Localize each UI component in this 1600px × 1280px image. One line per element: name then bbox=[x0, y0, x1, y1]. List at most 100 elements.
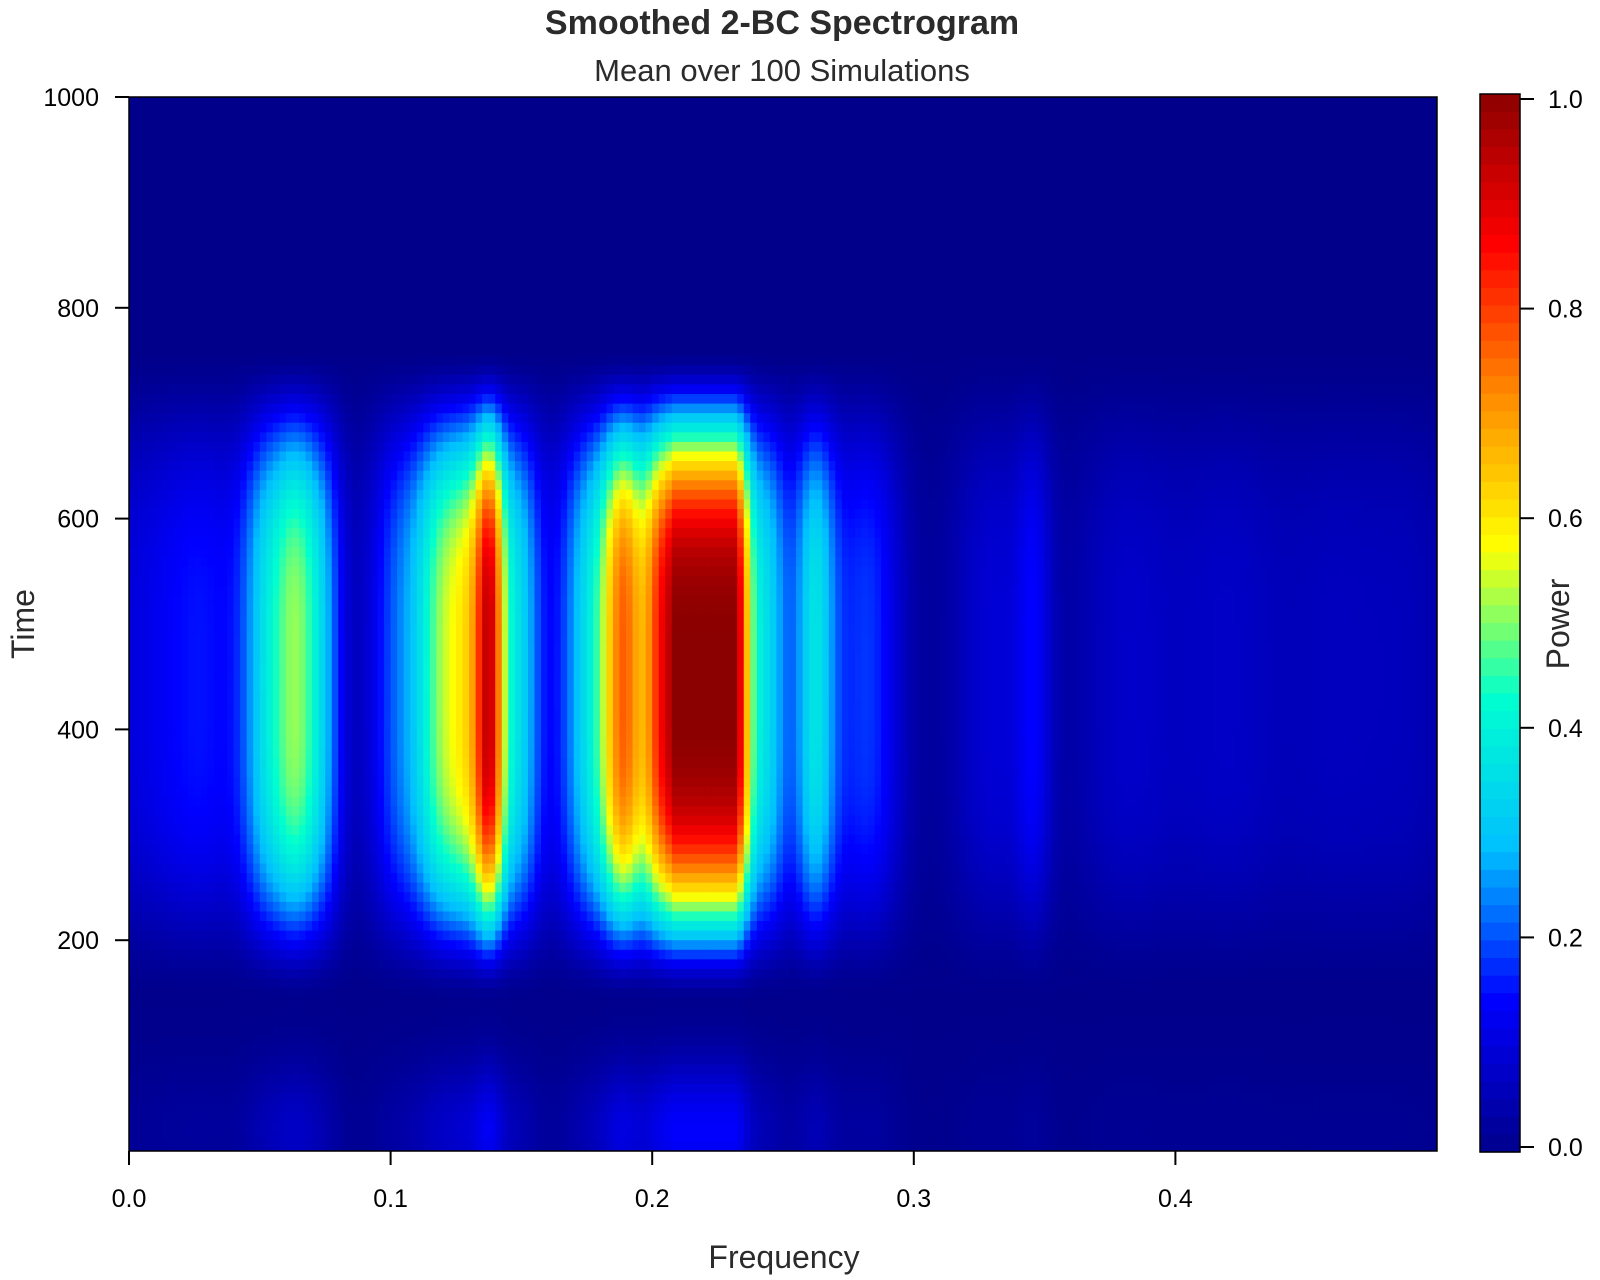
heatmap-cell bbox=[959, 269, 967, 280]
heatmap-cell bbox=[331, 307, 339, 318]
heatmap-cell bbox=[822, 173, 830, 184]
heatmap-cell bbox=[769, 317, 778, 328]
heatmap-cell bbox=[174, 202, 182, 213]
heatmap-cell bbox=[292, 317, 300, 328]
heatmap-cell bbox=[959, 221, 967, 232]
heatmap-cell bbox=[946, 192, 954, 203]
heatmap-cell bbox=[939, 211, 948, 223]
heatmap-cell bbox=[724, 183, 732, 194]
heatmap-cell bbox=[985, 269, 993, 280]
heatmap-cell bbox=[841, 259, 849, 271]
heatmap-cell bbox=[1188, 211, 1196, 223]
heatmap-cell bbox=[939, 106, 948, 117]
heatmap-cell bbox=[1273, 307, 1281, 318]
heatmap-cell bbox=[1430, 279, 1437, 290]
heatmap-cell bbox=[1430, 97, 1437, 108]
heatmap-cell bbox=[966, 125, 974, 136]
heatmap-cell bbox=[449, 173, 457, 184]
heatmap-cell bbox=[1155, 221, 1163, 232]
heatmap-cell bbox=[802, 164, 810, 175]
heatmap-cell bbox=[1096, 144, 1105, 156]
heatmap-cell bbox=[1253, 116, 1262, 127]
heatmap-cell bbox=[658, 317, 666, 328]
heatmap-cell bbox=[456, 250, 464, 261]
heatmap-cell bbox=[299, 202, 307, 213]
heatmap-cell bbox=[501, 250, 509, 261]
heatmap-cell bbox=[1136, 192, 1144, 203]
heatmap-cell bbox=[292, 288, 300, 299]
heatmap-cell bbox=[1123, 240, 1131, 251]
heatmap-cell bbox=[580, 173, 588, 184]
heatmap-cell bbox=[1123, 116, 1131, 127]
heatmap-cell bbox=[1280, 154, 1288, 165]
heatmap-cell bbox=[1090, 240, 1098, 251]
heatmap-cell bbox=[220, 192, 228, 203]
heatmap-cell bbox=[1214, 298, 1222, 309]
heatmap-cell bbox=[403, 317, 411, 328]
heatmap-cell bbox=[240, 269, 248, 280]
heatmap-cell bbox=[220, 221, 228, 232]
heatmap-cell bbox=[1221, 231, 1229, 242]
heatmap-cell bbox=[397, 192, 405, 203]
heatmap-cell bbox=[403, 192, 411, 203]
heatmap-cell bbox=[626, 154, 634, 165]
heatmap-cell bbox=[1123, 307, 1131, 318]
heatmap-cell bbox=[168, 279, 176, 290]
heatmap-cell bbox=[554, 240, 562, 251]
heatmap-cell bbox=[998, 173, 1006, 184]
heatmap-cell bbox=[1162, 231, 1170, 242]
heatmap-cell bbox=[1240, 211, 1248, 223]
heatmap-cell bbox=[253, 144, 261, 156]
heatmap-cell bbox=[1044, 164, 1052, 175]
heatmap-cell bbox=[920, 154, 928, 165]
heatmap-cell bbox=[632, 211, 640, 223]
heatmap-cell bbox=[1195, 106, 1203, 117]
heatmap-cell bbox=[501, 221, 509, 232]
heatmap-cell bbox=[168, 135, 176, 146]
heatmap-cell bbox=[730, 259, 738, 271]
heatmap-cell bbox=[1260, 288, 1268, 299]
heatmap-cell bbox=[900, 231, 908, 242]
heatmap-cell bbox=[717, 279, 725, 290]
heatmap-cell bbox=[939, 298, 948, 309]
heatmap-cell bbox=[1162, 183, 1170, 194]
heatmap-cell bbox=[495, 97, 503, 108]
heatmap-cell bbox=[370, 211, 379, 223]
heatmap-cell bbox=[835, 317, 843, 328]
heatmap-cell bbox=[1391, 279, 1399, 290]
heatmap-cell bbox=[1234, 154, 1242, 165]
heatmap-cell bbox=[527, 192, 536, 203]
heatmap-cell bbox=[1423, 164, 1432, 175]
heatmap-cell bbox=[769, 144, 778, 156]
heatmap-cell bbox=[253, 221, 261, 232]
heatmap-cell bbox=[279, 211, 287, 223]
heatmap-cell bbox=[1240, 307, 1248, 318]
heatmap-cell bbox=[1299, 192, 1307, 203]
heatmap-cell bbox=[129, 125, 137, 136]
heatmap-cell bbox=[1273, 106, 1281, 117]
heatmap-cell bbox=[1018, 211, 1026, 223]
heatmap-cell bbox=[953, 116, 961, 127]
heatmap-cell bbox=[881, 307, 889, 318]
heatmap-cell bbox=[1110, 106, 1118, 117]
heatmap-cell bbox=[1312, 298, 1320, 309]
heatmap-cell bbox=[1312, 97, 1320, 108]
heatmap-cell bbox=[1260, 183, 1268, 194]
heatmap-cell bbox=[227, 307, 235, 318]
heatmap-cell bbox=[410, 240, 418, 251]
heatmap-cell bbox=[854, 97, 863, 108]
heatmap-cell bbox=[1077, 97, 1085, 108]
heatmap-cell bbox=[429, 125, 437, 136]
heatmap-cell bbox=[763, 183, 771, 194]
heatmap-cell bbox=[1266, 221, 1275, 232]
heatmap-cell bbox=[1214, 279, 1222, 290]
heatmap-cell bbox=[743, 307, 751, 318]
heatmap-cell bbox=[1319, 221, 1327, 232]
heatmap-cell bbox=[364, 192, 372, 203]
heatmap-cell bbox=[390, 259, 398, 271]
heatmap-cell bbox=[410, 183, 418, 194]
heatmap-cell bbox=[946, 164, 954, 175]
heatmap-cell bbox=[619, 135, 627, 146]
heatmap-cell bbox=[783, 202, 791, 213]
heatmap-cell bbox=[272, 106, 281, 117]
